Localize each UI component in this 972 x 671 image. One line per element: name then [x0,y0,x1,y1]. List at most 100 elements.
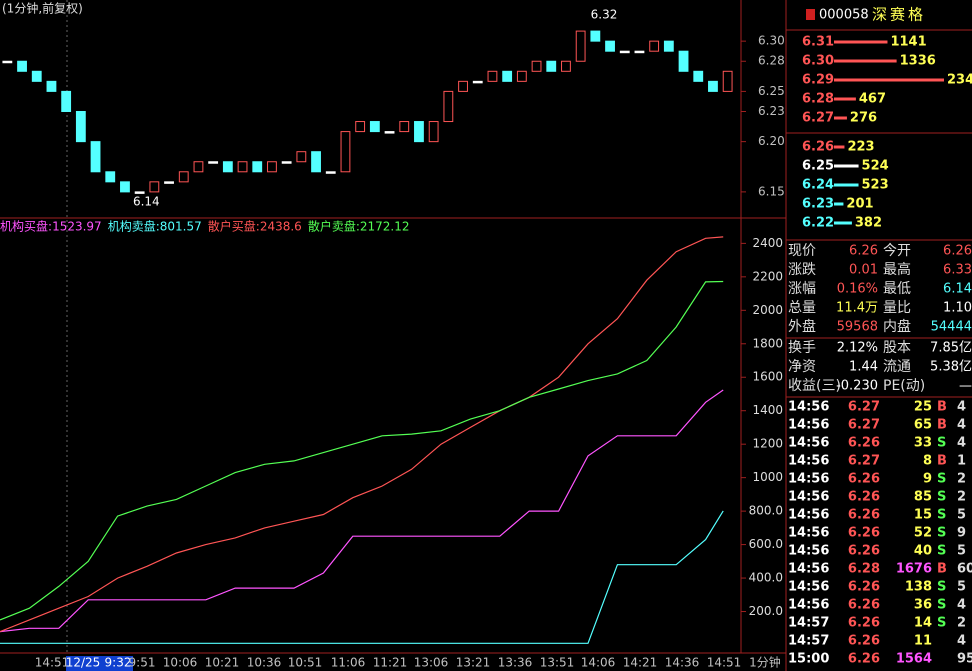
book-volume: 1336 [900,54,936,69]
candle [384,131,395,134]
trade-time: 14:57 [788,634,829,649]
y-tick-label: 1200 [752,437,783,451]
book-volume: 2347 [947,73,972,88]
book-bar [834,59,897,63]
candle [2,60,13,64]
trade-price: 6.27 [848,454,880,469]
trade-price: 6.26 [848,472,880,487]
book-volume: 1141 [890,35,926,50]
candle [311,151,321,173]
stock-code: 000058 [819,8,869,23]
quote-value: — [959,379,972,394]
x-tick-label: 13:06 [414,656,449,670]
candle [634,50,645,54]
low-label: 6.14 [133,194,160,208]
trade-count: 2 [957,490,966,505]
quote-label: 涨跌 [788,262,816,278]
quote-value: 59568 [837,320,878,335]
trade-volume: 11 [914,634,932,649]
quote-label: 流通 [883,359,911,375]
legend-name: 机构卖盘 [108,219,156,234]
trade-time: 15:00 [788,652,829,667]
quote-value: 54444 [931,320,972,335]
candle [678,50,689,72]
stock-icon [806,9,815,20]
quote-value: 2.12% [837,341,878,356]
series-line [0,236,724,633]
quote-label: 量比 [883,300,911,316]
trade-side: B [937,400,947,415]
y-tick-label: 6.23 [758,104,785,118]
legend-value: 2172.12 [360,220,410,234]
legend-value: 1523.97 [52,220,102,234]
trade-side: S [937,598,946,613]
trade-count: 5 [957,508,966,523]
candle [575,30,586,62]
quote-value: 6.26 [849,244,878,259]
trade-count: 2 [957,472,966,487]
trade-count: 9 [957,526,966,541]
trade-volume: 65 [914,418,932,433]
candle [355,121,366,133]
y-tick-label: 6.15 [758,184,785,198]
book-bar [834,202,844,206]
trade-volume: 138 [905,580,932,595]
trade-count: 2 [957,616,966,631]
trade-price: 6.26 [848,508,880,523]
book-price: 6.31 [802,35,834,50]
x-tick-label: 10:21 [205,656,240,670]
y-tick-label: 1800 [752,336,783,350]
trade-time: 14:56 [788,598,829,613]
candle [663,40,674,52]
y-tick-label: 6.30 [758,34,785,48]
trade-volume: 52 [914,526,932,541]
candle [516,70,527,82]
book-bar [834,116,847,120]
y-tick-label: 400.0 [749,571,783,585]
candle [325,171,336,174]
trade-time: 14:56 [788,544,829,559]
book-bar [834,97,856,101]
candle [105,171,116,183]
book-volume: 524 [862,159,889,174]
book-price: 6.24 [802,178,834,193]
book-volume: 223 [847,140,874,155]
book-price: 6.22 [802,216,834,231]
x-tick-label: 14:36 [665,656,700,670]
trade-time: 14:56 [788,454,829,469]
candle [281,161,292,164]
quote-label: 内盘 [883,318,911,335]
quote-label: 现价 [788,243,816,259]
quote-value: -0.230 [836,379,878,394]
x-tick-label: 1分钟 [749,655,781,670]
quote-value: 1.10 [943,301,972,316]
y-tick-label: 6.28 [758,54,785,68]
quote-label: 外盘 [788,318,816,335]
y-tick-label: 6.20 [758,134,785,148]
candle [237,161,248,173]
candle [149,181,160,193]
candle [693,70,704,82]
trade-count: 4 [957,634,966,649]
trade-side: B [937,454,947,469]
trade-volume: 36 [914,598,932,613]
x-tick-label: 11:21 [373,656,408,670]
trade-side: S [937,526,946,541]
book-price: 6.23 [802,197,834,212]
candle [487,70,498,82]
candle [414,121,424,143]
stock-name: 深赛格 [872,6,926,24]
candle [193,161,204,173]
y-tick-label: 2200 [752,269,783,283]
quote-label: 今开 [883,243,911,259]
trade-count: 4 [957,598,966,613]
trade-side: B [937,562,947,577]
candle [134,191,145,194]
x-tick-label: 9:51 [129,656,156,670]
candle [546,60,557,72]
candle [605,40,615,52]
candle [17,60,27,72]
book-bar [834,183,859,187]
series-line [0,280,724,621]
book-price: 6.30 [802,54,834,69]
